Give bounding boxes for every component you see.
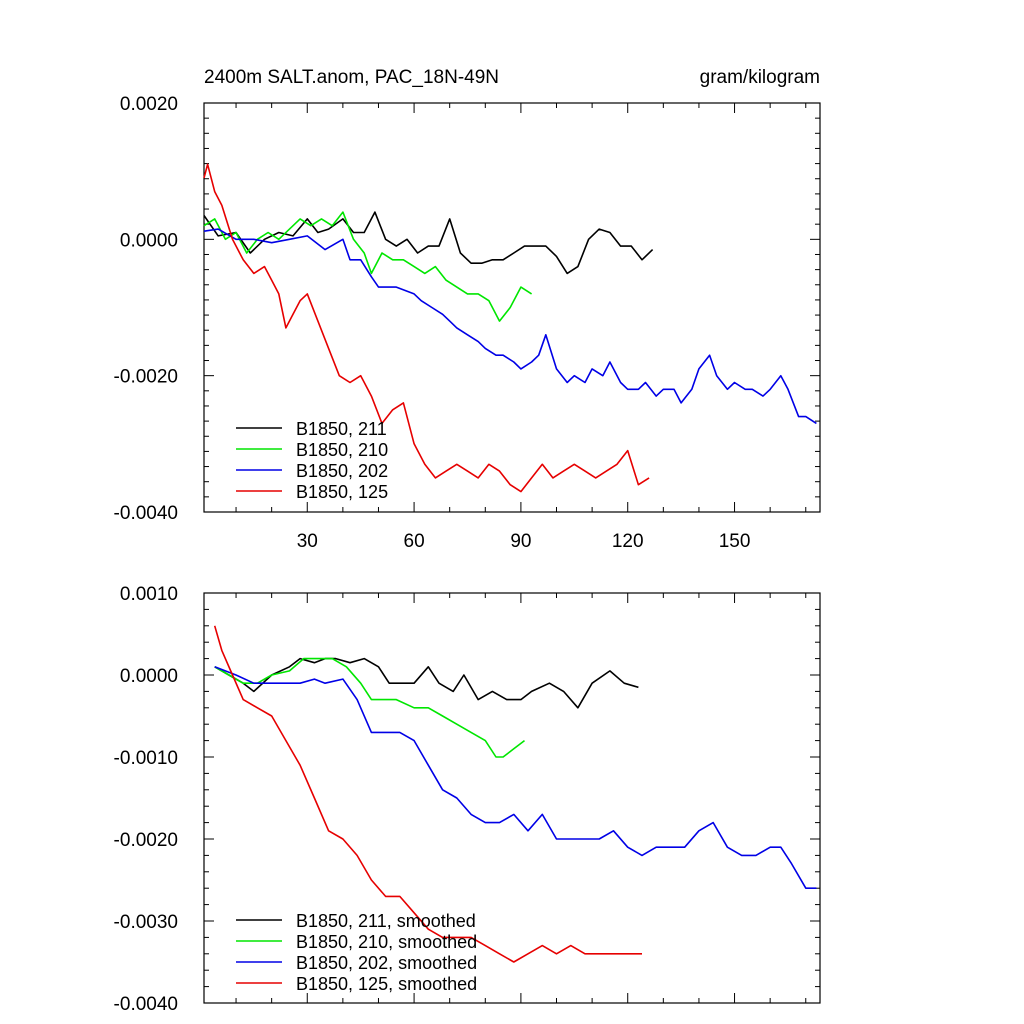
chart-units: gram/kilogram xyxy=(700,67,820,88)
series-line-b1850-202 xyxy=(203,228,817,425)
series-line-b1850-210 xyxy=(203,211,533,322)
x-tick-label: 150 xyxy=(719,531,751,552)
plot-frame xyxy=(203,592,821,1004)
y-tick-label: -0.0040 xyxy=(114,503,178,524)
legend-label: B1850, 202, smoothed xyxy=(296,953,477,973)
top-panel: 30 60 90 120 150 -0.0040 -0.0020 0.0000 0.0020 24… xyxy=(114,67,821,552)
x-tick-label: 60 xyxy=(404,531,425,552)
y-tick-label: 0.0020 xyxy=(120,94,178,115)
series-line-b1850-125 xyxy=(203,163,650,493)
y-tick-label: -0.0020 xyxy=(114,367,178,388)
series-line-b1850-211 xyxy=(203,211,654,275)
legend-label: B1850, 125 xyxy=(296,482,388,502)
legend-label: B1850, 210 xyxy=(296,440,388,460)
y-tick-label: 0.0000 xyxy=(120,230,178,251)
y-tick-label: -0.0040 xyxy=(114,994,178,1015)
y-tick-label: -0.0020 xyxy=(114,830,178,851)
legend-label: B1850, 202 xyxy=(296,461,388,481)
legend-label: B1850, 211, smoothed xyxy=(296,911,476,931)
plot-frame xyxy=(203,102,821,513)
bottom-panel: -0.0040 -0.0030 -0.0020 -0.0010 0.0000 0.0010… xyxy=(114,584,821,1015)
y-tick-label: 0.0010 xyxy=(120,584,178,605)
chart-title: 2400m SALT.anom, PAC_18N-49N xyxy=(204,67,499,88)
legend-label: B1850, 211 xyxy=(296,419,387,439)
x-tick-label: 90 xyxy=(510,531,531,552)
legend-label: B1850, 125, smoothed xyxy=(296,974,477,994)
series-line-b1850-211-smoothed xyxy=(214,657,639,709)
series-line-b1850-125-smoothed xyxy=(213,625,642,963)
x-tick-label: 120 xyxy=(612,531,644,552)
y-tick-label: -0.0010 xyxy=(114,748,178,769)
series-line-b1850-202-smoothed xyxy=(214,666,817,890)
y-tick-label: -0.0030 xyxy=(114,912,178,933)
y-tick-label: 0.0000 xyxy=(120,666,178,687)
x-tick-label: 30 xyxy=(297,531,318,552)
legend-label: B1850, 210, smoothed xyxy=(296,932,477,952)
series-line-b1850-210-smoothed xyxy=(214,657,525,758)
